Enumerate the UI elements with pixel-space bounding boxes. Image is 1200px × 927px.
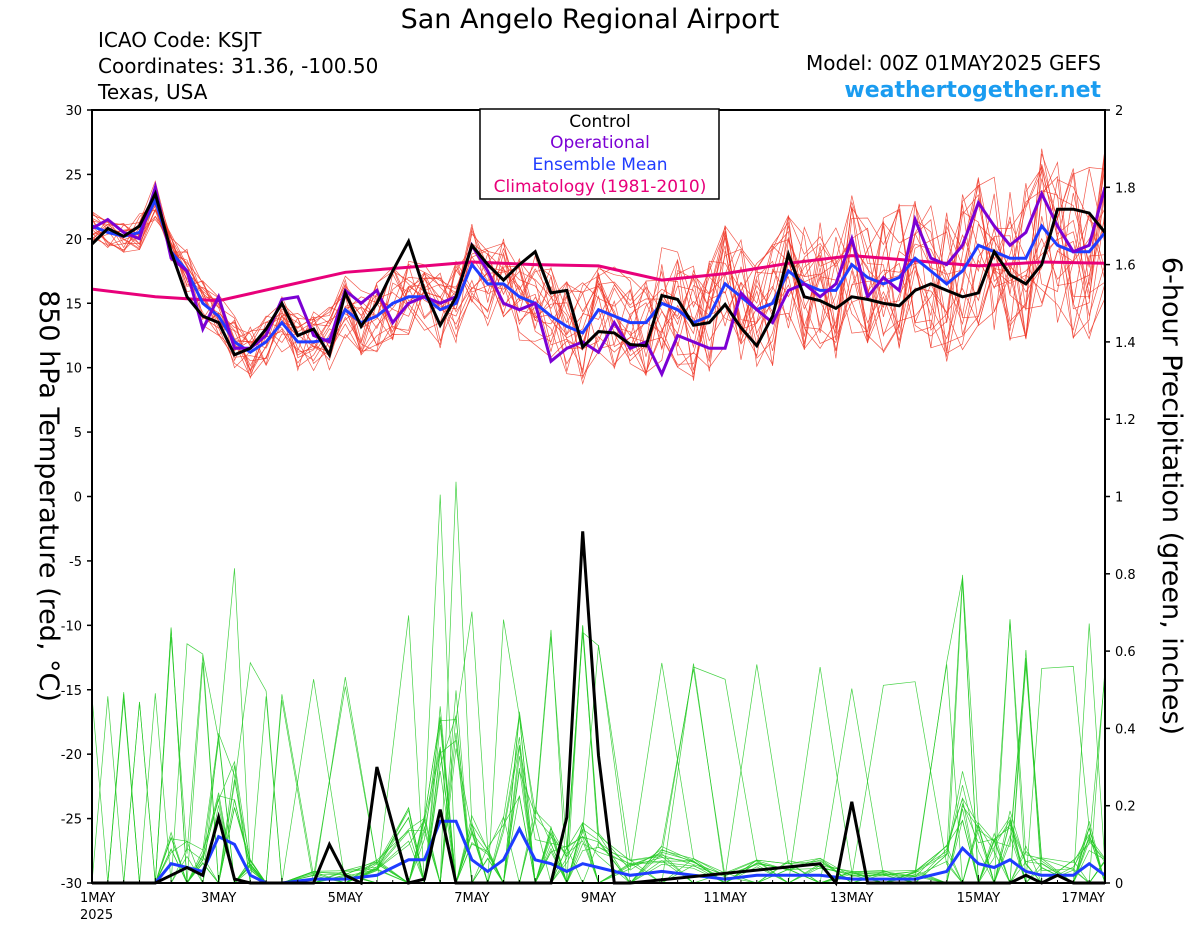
- right-y-tick-label: 0: [1115, 877, 1123, 892]
- legend: Control Operational Ensemble Mean Climat…: [479, 108, 720, 200]
- x-tick-label: 17MAY: [1061, 891, 1105, 906]
- left-y-tick-label: 20: [65, 233, 82, 248]
- legend-operational: Operational: [550, 133, 650, 153]
- right-axis-label: 6-hour Precipitation (green, inches): [1156, 257, 1187, 735]
- legend-ensemble-mean: Ensemble Mean: [532, 155, 667, 175]
- right-y-tick-label: 0.4: [1115, 722, 1136, 737]
- temperature-member-line: [91, 164, 1106, 367]
- model-run: Model: 00Z 01MAY2025 GEFS: [806, 51, 1101, 75]
- x-tick-label: 13MAY: [830, 891, 874, 906]
- right-y-tick-label: 1: [1115, 491, 1123, 506]
- legend-box: [479, 108, 720, 200]
- coordinates: Coordinates: 31.36, -100.50: [98, 54, 378, 78]
- chart-title: San Angelo Regional Airport: [401, 4, 780, 35]
- left-y-tick-label: -15: [61, 684, 82, 699]
- precip-ensemble-mean-line: [92, 819, 1106, 885]
- x-tick-label: 7MAY: [454, 891, 489, 906]
- left-y-tick-label: -20: [61, 748, 82, 763]
- right-y-tick-label: 1.8: [1115, 181, 1136, 196]
- left-y-tick-label: 25: [65, 168, 82, 183]
- icao-code: ICAO Code: KSJT: [98, 28, 262, 52]
- left-y-tick-label: 0: [74, 491, 82, 506]
- temperature-member-line: [91, 167, 1106, 372]
- right-y-tick-label: 0.6: [1115, 645, 1136, 660]
- x-tick-label: 9MAY: [581, 891, 616, 906]
- right-y-tick-label: 0.8: [1115, 568, 1136, 583]
- climatology-line: [91, 254, 1106, 303]
- left-y-tick-label: -5: [69, 555, 82, 570]
- right-y-tick-label: 2: [1115, 104, 1123, 119]
- temperature-member-line: [91, 149, 1106, 380]
- left-y-tick-label: 15: [65, 297, 82, 312]
- x-year-label: 2025: [80, 908, 113, 923]
- temperature-member-line: [91, 188, 1106, 357]
- left-y-tick-label: 10: [65, 362, 82, 377]
- right-y-tick-label: 1.4: [1115, 336, 1136, 351]
- right-y-tick-label: 1.2: [1115, 413, 1136, 428]
- temperature-member-line: [91, 176, 1106, 372]
- right-y-tick-label: 1.6: [1115, 259, 1136, 274]
- left-axis-label: 850 hPa Temperature (red, °C): [33, 290, 64, 702]
- left-y-tick-label: -30: [61, 877, 82, 892]
- right-y-tick-label: 0.2: [1115, 800, 1136, 815]
- temp-operational-line: [91, 181, 1107, 378]
- temperature-member-line: [91, 148, 1106, 375]
- left-y-tick-label: -10: [61, 619, 82, 634]
- legend-control: Control: [569, 112, 630, 132]
- region: Texas, USA: [97, 80, 208, 104]
- left-y-tick-label: 5: [74, 426, 82, 441]
- temp-control-line: [90, 189, 1107, 359]
- legend-climatology: Climatology (1981-2010): [494, 177, 707, 197]
- axis-ticks: 302520151050-5-10-15-20-25-3021.81.61.41…: [61, 104, 1136, 923]
- left-y-tick-label: 30: [65, 104, 82, 119]
- x-tick-label: 11MAY: [703, 891, 747, 906]
- left-y-tick-label: -25: [61, 813, 82, 828]
- x-tick-label: 1MAY: [80, 891, 115, 906]
- x-tick-label: 15MAY: [957, 891, 1001, 906]
- temp-ensemble-mean-line: [91, 196, 1107, 354]
- site-link[interactable]: weathertogether.net: [844, 78, 1101, 103]
- x-tick-label: 5MAY: [328, 891, 363, 906]
- x-tick-label: 3MAY: [201, 891, 236, 906]
- temperature-member-line: [91, 201, 1106, 366]
